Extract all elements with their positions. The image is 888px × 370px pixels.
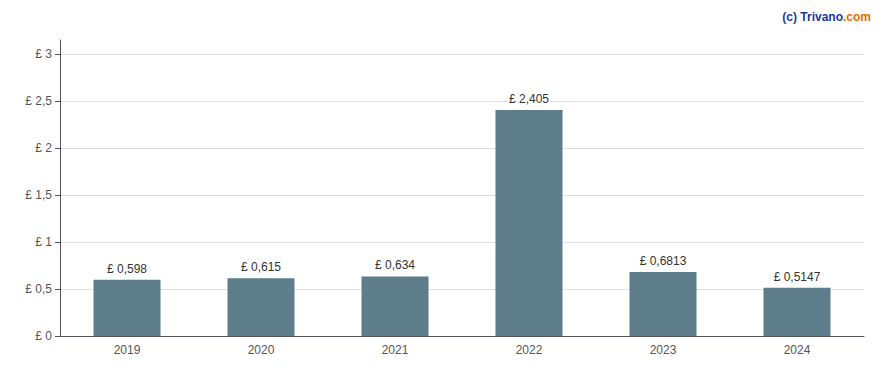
svg-text:2019: 2019 bbox=[114, 343, 141, 357]
svg-text:£ 0: £ 0 bbox=[35, 329, 52, 343]
svg-text:£ 0,598: £ 0,598 bbox=[107, 262, 147, 276]
svg-text:£ 0,634: £ 0,634 bbox=[375, 258, 415, 272]
svg-text:£ 0,5147: £ 0,5147 bbox=[774, 270, 821, 284]
svg-text:£ 0,6813: £ 0,6813 bbox=[640, 254, 687, 268]
svg-text:(c) Trivano: (c) Trivano bbox=[782, 10, 843, 24]
svg-text:£ 2,405: £ 2,405 bbox=[509, 92, 549, 106]
svg-text:2022: 2022 bbox=[516, 343, 543, 357]
svg-text:£ 1: £ 1 bbox=[35, 235, 52, 249]
svg-text:£ 3: £ 3 bbox=[35, 47, 52, 61]
svg-text:.com: .com bbox=[843, 10, 871, 24]
svg-text:£ 2: £ 2 bbox=[35, 141, 52, 155]
svg-text:2024: 2024 bbox=[784, 343, 811, 357]
svg-text:£ 0,5: £ 0,5 bbox=[25, 282, 52, 296]
svg-text:2023: 2023 bbox=[650, 343, 677, 357]
svg-text:£ 0,615: £ 0,615 bbox=[241, 260, 281, 274]
svg-text:£ 1,5: £ 1,5 bbox=[25, 188, 52, 202]
svg-text:2020: 2020 bbox=[248, 343, 275, 357]
svg-text:£ 2,5: £ 2,5 bbox=[25, 94, 52, 108]
svg-text:2021: 2021 bbox=[382, 343, 409, 357]
